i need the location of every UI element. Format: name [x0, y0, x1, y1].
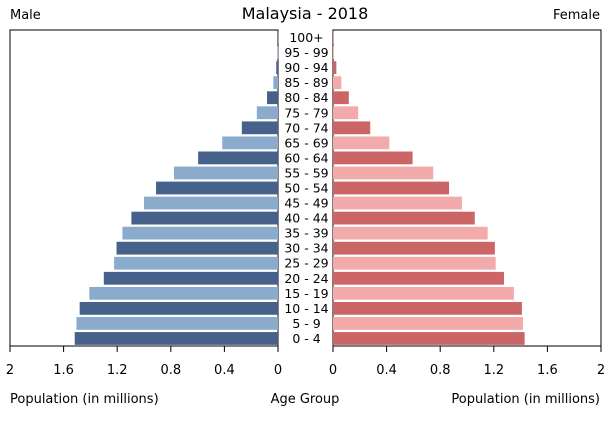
male-bar-7579	[256, 106, 278, 120]
male-bar-6569	[222, 136, 278, 150]
female-bar-2529	[333, 256, 496, 270]
female-bar-5559	[333, 166, 434, 180]
female-bar-4549	[333, 196, 462, 210]
female-bar-4044	[333, 211, 475, 225]
age-group-label-12: 40 - 44	[284, 211, 328, 226]
male-bar-3539	[122, 226, 279, 240]
female-header: Female	[552, 8, 600, 23]
female-tick-label-5: 2	[597, 363, 605, 378]
age-group-label-17: 15 - 19	[284, 286, 328, 301]
male-tick-label-1: 1.6	[53, 363, 74, 378]
male-bar-2529	[114, 256, 278, 270]
female-tick-label-2: 0.8	[430, 363, 451, 378]
male-bar-5054	[156, 181, 278, 195]
male-bar-3034	[116, 241, 278, 255]
female-bar-2024	[333, 271, 504, 285]
male-bar-1014	[79, 301, 279, 315]
female-bar-100plus	[333, 31, 334, 44]
age-group-label-15: 25 - 29	[284, 256, 328, 271]
female-bar-8084	[333, 91, 349, 105]
female-bar-3034	[333, 241, 495, 255]
age-group-label-2: 90 - 94	[284, 60, 328, 75]
female-bar-6064	[333, 151, 413, 165]
male-tick-label-2: 1.2	[107, 363, 128, 378]
age-group-label-6: 70 - 74	[284, 120, 328, 135]
male-axis-label: Population (in millions)	[10, 392, 159, 407]
female-bar-04	[333, 332, 525, 345]
male-tick-label-3: 0.8	[160, 363, 181, 378]
male-bar-7074	[241, 121, 278, 135]
female-bar-1519	[333, 286, 514, 300]
age-group-label-8: 60 - 64	[284, 150, 328, 165]
female-bar-7074	[333, 121, 371, 135]
age-group-label-3: 85 - 89	[284, 75, 328, 90]
male-bar-4549	[144, 196, 278, 210]
male-bar-59	[76, 317, 279, 330]
male-bar-1519	[89, 286, 278, 300]
age-group-label-1: 95 - 99	[284, 45, 328, 60]
female-bar-9599	[333, 46, 334, 59]
age-group-label-7: 65 - 69	[284, 135, 328, 150]
male-bar-04	[74, 332, 278, 345]
male-bar-9599	[277, 46, 279, 59]
age-group-label-13: 35 - 39	[284, 226, 328, 241]
male-tick-label-4: 0.4	[214, 363, 235, 378]
age-group-label-19: 5 - 9	[292, 316, 320, 331]
age-group-label-14: 30 - 34	[284, 241, 328, 256]
female-bar-3539	[333, 226, 488, 240]
male-bar-6064	[198, 151, 278, 165]
age-group-label-9: 55 - 59	[284, 165, 328, 180]
age-group-label-0: 100+	[289, 30, 323, 45]
age-group-label-5: 75 - 79	[284, 105, 328, 120]
female-tick-label-1: 0.4	[376, 363, 397, 378]
male-bar-100plus	[277, 31, 279, 44]
age-group-label-20: 0 - 4	[292, 331, 320, 346]
female-bar-5054	[333, 181, 450, 195]
female-tick-label-0: 0	[329, 363, 337, 378]
age-group-label: Age Group	[270, 392, 340, 407]
male-bar-8589	[273, 76, 278, 90]
chart-title: Malaysia - 2018	[241, 4, 369, 23]
female-tick-label-4: 1.6	[537, 363, 558, 378]
female-bar-9094	[333, 61, 337, 75]
age-group-label-18: 10 - 14	[284, 301, 328, 316]
male-bar-8084	[267, 91, 278, 105]
female-bar-6569	[333, 136, 390, 150]
age-group-label-16: 20 - 24	[284, 271, 328, 286]
female-bar-1014	[333, 301, 522, 315]
female-bar-7579	[333, 106, 359, 120]
male-tick-label-5: 0	[274, 363, 282, 378]
age-group-label-4: 80 - 84	[284, 90, 328, 105]
age-group-label-10: 50 - 54	[284, 181, 328, 196]
age-group-label-11: 45 - 49	[284, 196, 328, 211]
male-bar-5559	[174, 166, 278, 180]
female-bar-59	[333, 317, 524, 330]
male-bar-9094	[276, 61, 278, 75]
female-tick-label-3: 1.2	[483, 363, 504, 378]
male-bar-4044	[131, 211, 278, 225]
male-tick-label-0: 2	[6, 363, 14, 378]
male-bar-2024	[103, 271, 278, 285]
male-header: Male	[10, 8, 41, 23]
female-axis-label: Population (in millions)	[451, 392, 600, 407]
female-bar-8589	[333, 76, 342, 90]
